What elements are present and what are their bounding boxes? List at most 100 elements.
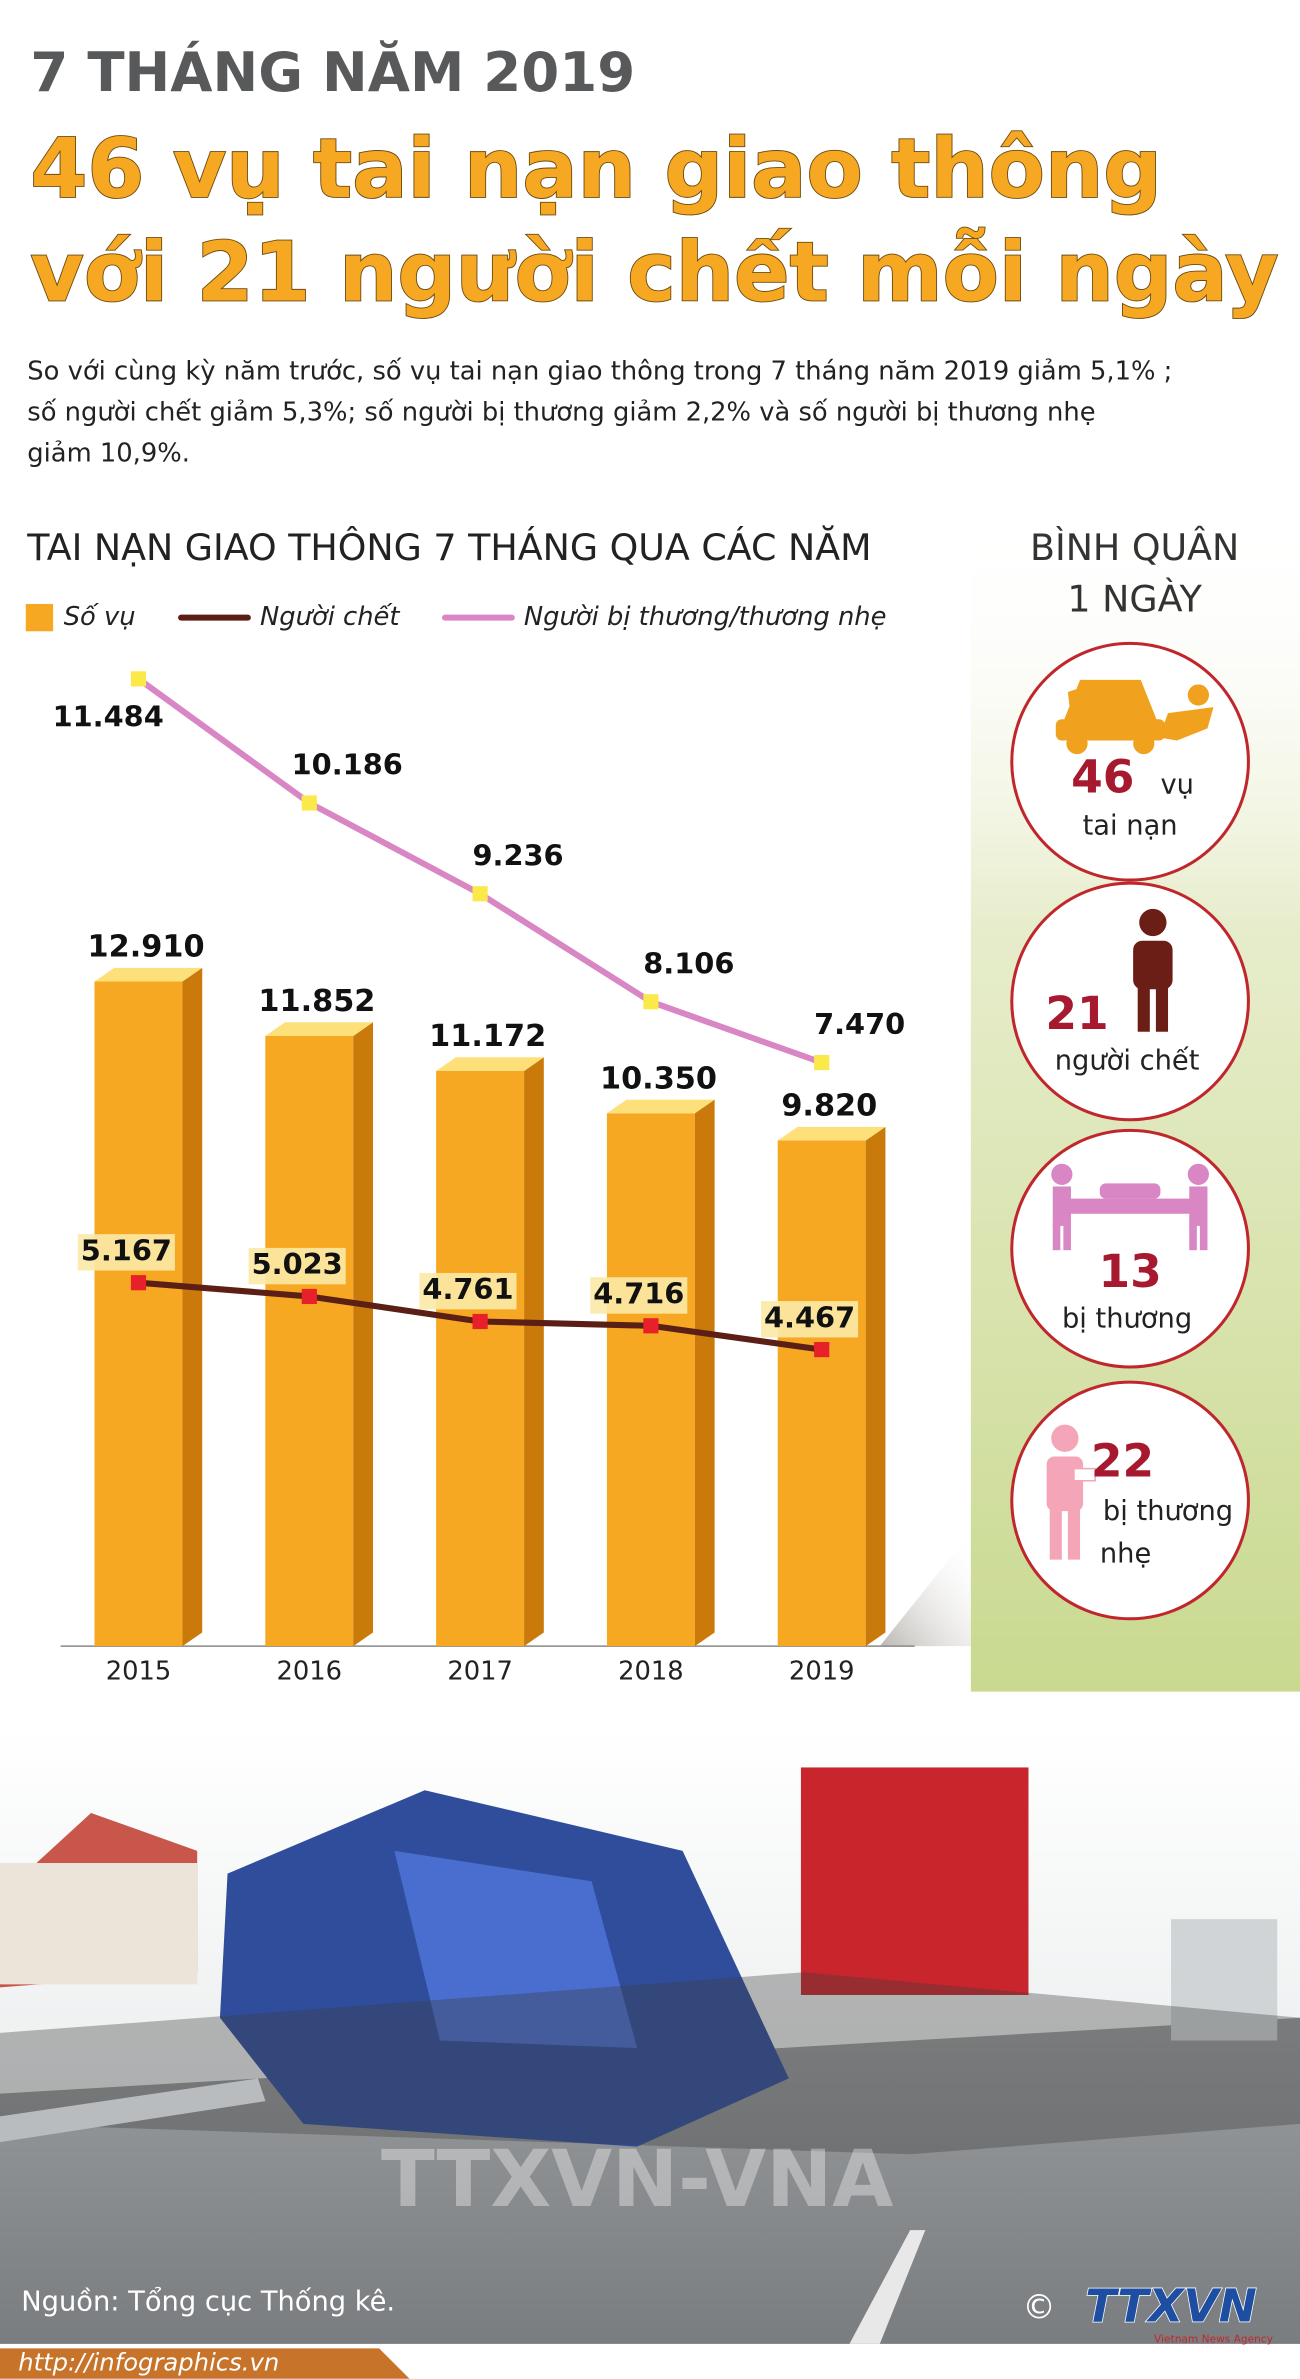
bar-side xyxy=(524,1057,544,1647)
icon-stretcher xyxy=(1051,1163,1209,1251)
bar-top xyxy=(777,1126,886,1141)
icon-car xyxy=(1055,679,1214,755)
bar-front xyxy=(94,981,183,1647)
photo: TTXVN-VNA xyxy=(0,1729,1300,2344)
sidebar-text: nhẹ xyxy=(1100,1539,1151,1570)
label-box xyxy=(419,1272,517,1310)
copyright: © xyxy=(1022,2287,1055,2326)
sidebar-text: người chết xyxy=(1055,1046,1200,1077)
bar-front xyxy=(606,1113,695,1647)
sidebar-text: bị thương xyxy=(1103,1496,1233,1527)
intro-line: giảm 10,9%. xyxy=(27,438,190,468)
sidebar-text: vụ xyxy=(1160,769,1193,800)
bar xyxy=(265,1022,374,1647)
line-point xyxy=(301,795,317,811)
bar-value-label: 11.172 xyxy=(429,1019,546,1054)
label-box xyxy=(761,1301,859,1338)
sidebar-title: BÌNH QUÂN 1 NGÀY xyxy=(1030,525,1239,621)
sidebar-title-line: BÌNH QUÂN xyxy=(1030,525,1239,569)
line-value-label: 5.023 xyxy=(252,1247,343,1281)
line-value-label: 4.467 xyxy=(764,1300,855,1334)
bar-value-label: 11.852 xyxy=(258,984,375,1019)
line-value-label: 5.167 xyxy=(81,1233,172,1267)
intro-line: số người chết giảm 5,3%; số người bị thư… xyxy=(27,397,1095,427)
truck-cab xyxy=(394,1850,638,2049)
icon-injured xyxy=(1046,1424,1096,1560)
title: 46 vụ tai nạn giao thông với 21 người ch… xyxy=(29,121,1279,321)
bar xyxy=(606,1099,715,1647)
logo: TTXVN xyxy=(1085,2279,1257,2332)
sidebar-title-line: 1 NGÀY xyxy=(1067,576,1202,620)
bar xyxy=(436,1057,544,1647)
sidebar-text: tai nạn xyxy=(1083,810,1178,841)
line-point xyxy=(130,1275,147,1291)
sidebar-text: bị thương xyxy=(1062,1303,1192,1334)
bar-shadow xyxy=(879,1532,971,1647)
bar-top xyxy=(436,1057,544,1071)
bar-side xyxy=(694,1099,715,1647)
crowd xyxy=(0,1972,1300,2155)
truck-back xyxy=(1171,1919,1278,2041)
bar-side xyxy=(865,1126,886,1647)
bar-front xyxy=(777,1140,866,1647)
footer-strip xyxy=(0,2348,410,2379)
line-point xyxy=(643,1318,659,1334)
icon-person xyxy=(1133,908,1173,1032)
source: Nguồn: Tổng cục Thống kê. xyxy=(21,2286,395,2317)
legend-swatch xyxy=(25,603,54,632)
line-point xyxy=(814,1342,830,1358)
bar-top xyxy=(94,967,203,982)
line-value-label: 11.484 xyxy=(53,699,164,733)
container xyxy=(800,1767,1029,1995)
x-tick-label: 2017 xyxy=(447,1656,513,1686)
road-mark xyxy=(849,2230,926,2344)
line-point xyxy=(301,1288,317,1305)
bar xyxy=(94,967,203,1647)
line-value-label: 4.761 xyxy=(422,1272,513,1306)
legend-label: Người bị thương/thương nhẹ xyxy=(524,602,887,632)
line-point xyxy=(643,994,659,1010)
bar-side xyxy=(353,1022,374,1647)
x-tick-label: 2015 xyxy=(106,1656,172,1686)
line-value-label: 7.470 xyxy=(814,1007,905,1041)
title-line: 46 vụ tai nạn giao thông xyxy=(30,122,1162,217)
bar-value-label: 10.350 xyxy=(600,1061,717,1096)
house-wall xyxy=(0,1863,198,1985)
line-point xyxy=(472,1313,488,1330)
logo-sub: Vietnam News Agency xyxy=(1154,2332,1273,2345)
legend-label: Người chết xyxy=(260,602,400,632)
bar xyxy=(777,1126,886,1647)
bar-value-label: 12.910 xyxy=(88,930,205,965)
x-tick-label: 2016 xyxy=(277,1656,343,1686)
kicker: 7 THÁNG NĂM 2019 xyxy=(30,39,635,104)
line-value-label: 9.236 xyxy=(472,838,563,872)
bar-front xyxy=(436,1070,525,1647)
chart-title: TAI NẠN GIAO THÔNG 7 THÁNG QUA CÁC NĂM xyxy=(26,524,871,569)
chart: TAI NẠN GIAO THÔNG 7 THÁNG QUA CÁC NĂM S… xyxy=(25,524,971,1686)
intro-line: So với cùng kỳ năm trước, số vụ tai nạn … xyxy=(27,356,1172,386)
line-point xyxy=(472,886,488,902)
label-box xyxy=(590,1277,688,1314)
sidebar-number: 22 xyxy=(1091,1435,1154,1488)
x-tick-label: 2018 xyxy=(618,1656,684,1686)
bar-front xyxy=(265,1035,354,1647)
guardrail xyxy=(0,2078,266,2143)
sidebar-circles xyxy=(1010,641,1250,1621)
url: http://infographics.vn xyxy=(18,2348,279,2377)
line-value-label: 8.106 xyxy=(643,946,734,980)
x-tick-label: 2019 xyxy=(789,1656,855,1686)
bar-top xyxy=(265,1022,374,1036)
watermark: TTXVN-VNA xyxy=(381,2133,893,2225)
bar-top xyxy=(606,1099,715,1114)
line-point xyxy=(130,671,147,687)
label-box xyxy=(248,1247,346,1285)
sidebar-number: 21 xyxy=(1045,987,1108,1040)
line-point xyxy=(814,1054,830,1071)
sidebar-number: 46 xyxy=(1071,750,1134,803)
bar-side xyxy=(182,967,203,1647)
intro: So với cùng kỳ năm trước, số vụ tai nạn … xyxy=(27,356,1172,468)
line-value-label: 10.186 xyxy=(292,748,403,782)
bar-value-label: 9.820 xyxy=(781,1089,877,1124)
